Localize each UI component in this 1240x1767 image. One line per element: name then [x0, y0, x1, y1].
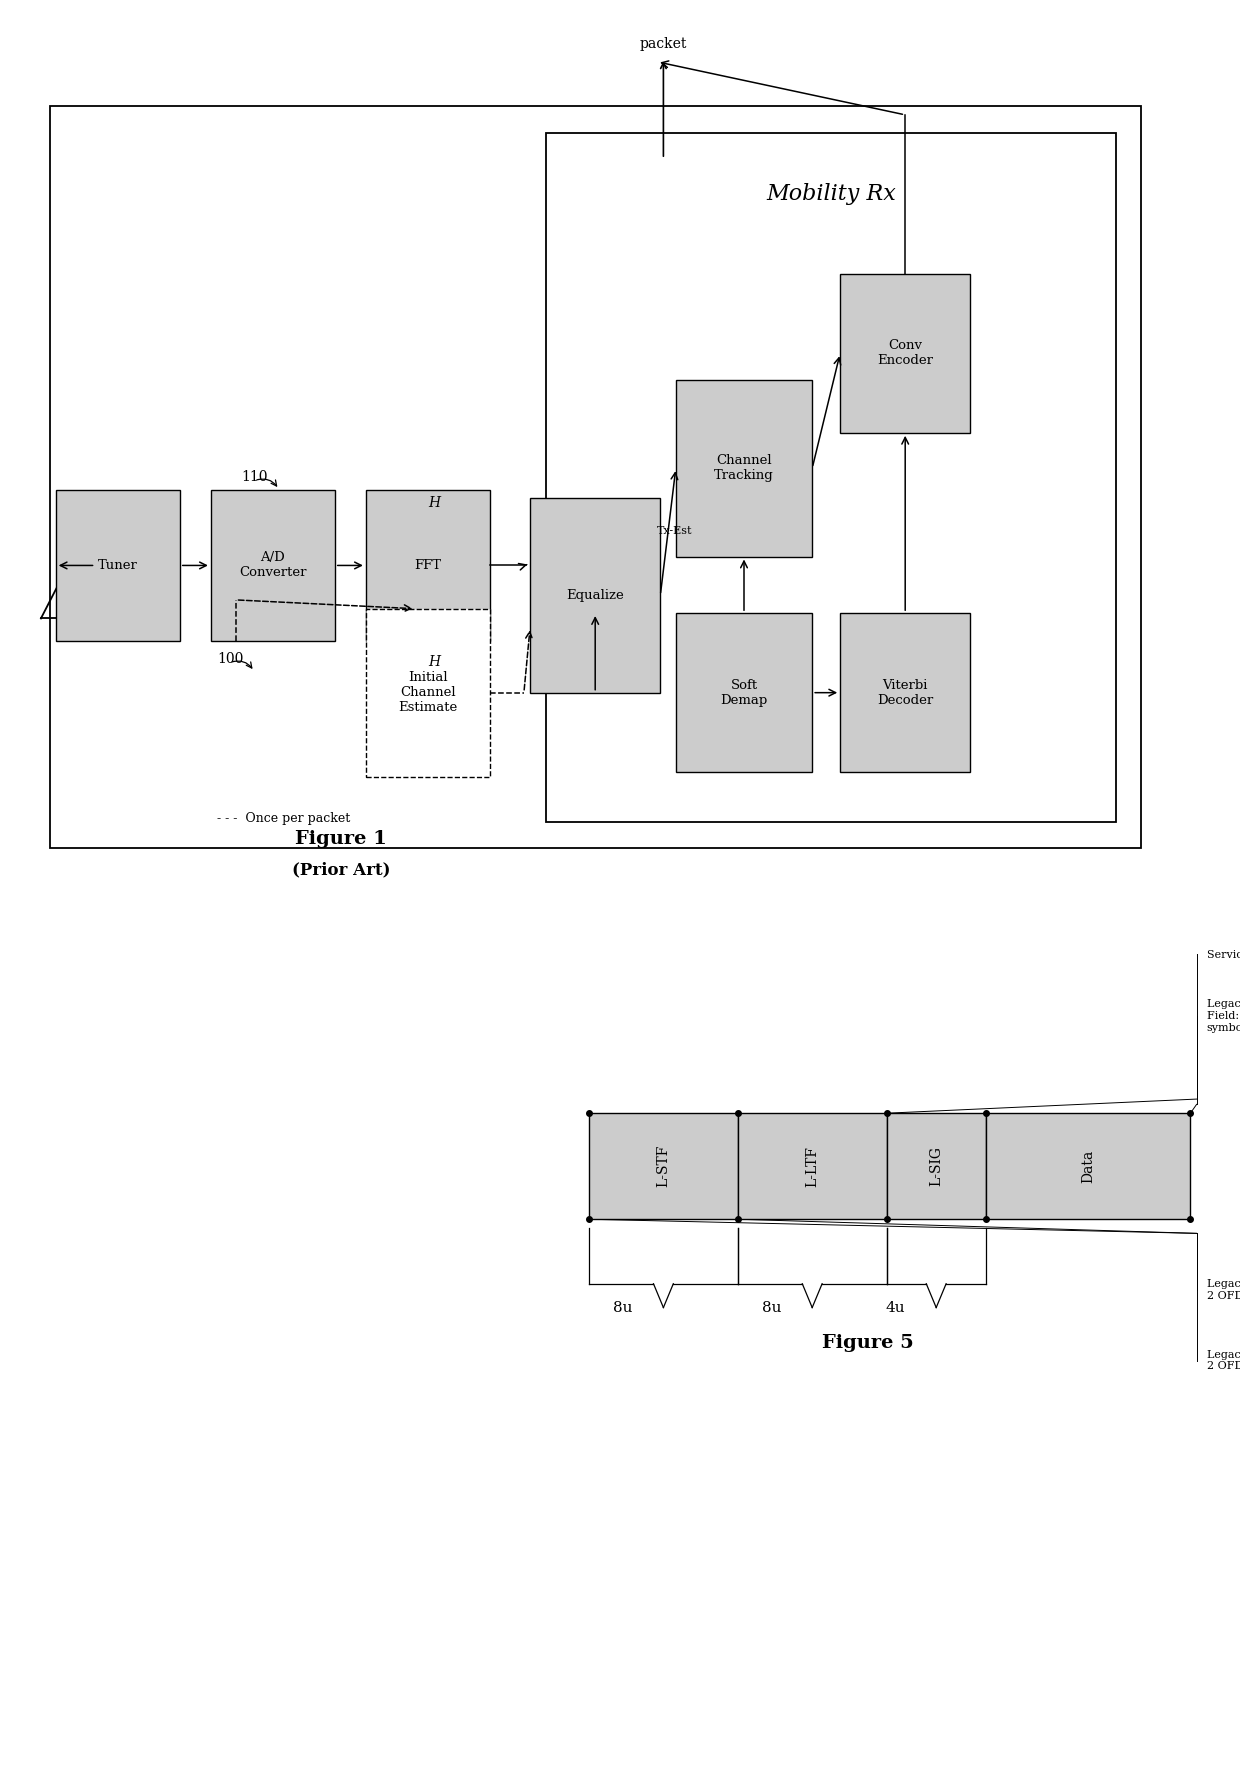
Text: Conv
Encoder: Conv Encoder	[877, 339, 934, 368]
FancyBboxPatch shape	[366, 489, 490, 640]
FancyBboxPatch shape	[211, 489, 335, 640]
Text: Service Field + User Data [PSDU] + Pad Bits + Tail: Service Field + User Data [PSDU] + Pad B…	[1207, 949, 1240, 959]
Text: Channel
Tracking: Channel Tracking	[714, 454, 774, 482]
FancyBboxPatch shape	[531, 498, 660, 693]
Text: Viterbi
Decoder: Viterbi Decoder	[877, 679, 934, 707]
Text: Initial
Channel
Estimate: Initial Channel Estimate	[398, 671, 458, 714]
FancyBboxPatch shape	[841, 274, 970, 433]
FancyBboxPatch shape	[676, 380, 812, 557]
Text: Figure 5: Figure 5	[822, 1334, 914, 1352]
FancyBboxPatch shape	[841, 613, 970, 772]
Text: Figure 1: Figure 1	[295, 830, 387, 848]
Text: L-STF: L-STF	[656, 1145, 671, 1187]
FancyBboxPatch shape	[676, 613, 812, 772]
Text: H: H	[428, 656, 440, 670]
Text: 8u: 8u	[761, 1301, 781, 1315]
Bar	[887, 1113, 986, 1219]
Text: (Prior Art): (Prior Art)	[291, 861, 391, 878]
Text: Tuner: Tuner	[98, 558, 138, 573]
Text: Equalize: Equalize	[567, 588, 624, 603]
Text: - - -  Once per packet: - - - Once per packet	[217, 811, 350, 825]
Bar	[986, 1113, 1190, 1219]
Text: 4u: 4u	[885, 1301, 905, 1315]
Text: H: H	[428, 497, 440, 511]
Text: A/D
Converter: A/D Converter	[239, 551, 306, 580]
Text: 100: 100	[217, 652, 243, 666]
Text: 110: 110	[242, 470, 268, 484]
Bar	[738, 1113, 887, 1219]
Text: Soft
Demap: Soft Demap	[720, 679, 768, 707]
Bar	[50, 106, 1141, 848]
FancyBboxPatch shape	[366, 608, 490, 777]
Text: L-LTF: L-LTF	[805, 1145, 820, 1187]
Text: L-SIG: L-SIG	[929, 1147, 944, 1186]
Text: packet: packet	[640, 37, 687, 51]
Text: Mobility Rx: Mobility Rx	[766, 184, 895, 205]
Text: Tx-Est: Tx-Est	[657, 525, 693, 535]
FancyBboxPatch shape	[56, 489, 180, 640]
Text: Data: Data	[1081, 1150, 1095, 1182]
Text: FFT: FFT	[414, 558, 441, 573]
Bar	[546, 133, 1116, 822]
Text: Legacy Signal
Field: 1 OFDM
symbol: Legacy Signal Field: 1 OFDM symbol	[1207, 1000, 1240, 1032]
Text: Legacy Short Training Field:
2 OFDM symbols: Legacy Short Training Field: 2 OFDM symb…	[1207, 1279, 1240, 1301]
Text: 8u: 8u	[613, 1301, 632, 1315]
Bar	[589, 1113, 738, 1219]
Text: Legacy Long Training Field:
2 OFDM symbols: Legacy Long Training Field: 2 OFDM symbo…	[1207, 1350, 1240, 1371]
